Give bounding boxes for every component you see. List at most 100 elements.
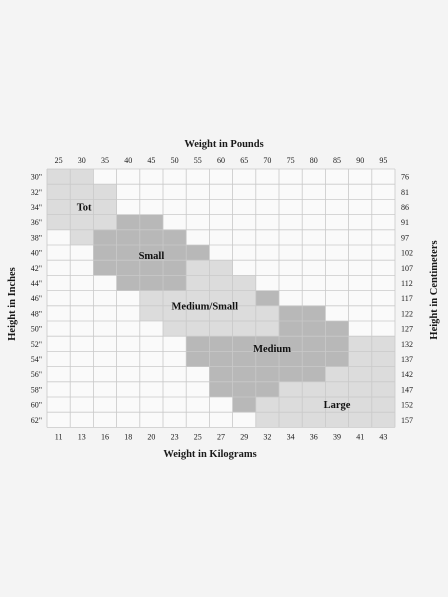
size-cell-medium [255, 351, 279, 367]
size-cell-medium-small [232, 321, 256, 337]
size-cell-medium-small [186, 275, 210, 291]
size-cell-medium [255, 336, 279, 352]
pound-tick-label: 30 [78, 156, 86, 165]
left-axis-title: Height in Inches [7, 267, 18, 341]
inch-tick-label: 46" [31, 294, 42, 303]
size-cell-large [348, 397, 372, 413]
kilogram-tick-label: 13 [78, 432, 86, 441]
size-cell-large [348, 351, 372, 367]
size-cell-large [302, 397, 326, 413]
size-cell-large [255, 397, 279, 413]
size-cell-large [348, 412, 372, 428]
size-cell-small [139, 275, 163, 291]
right-axis-title: Height in Centimeters [429, 240, 440, 339]
size-cell-large [348, 366, 372, 382]
size-cell-medium [232, 351, 256, 367]
pound-tick-label: 75 [287, 156, 295, 165]
size-cell-large [371, 351, 395, 367]
size-cell-medium-small [163, 305, 187, 321]
size-cell-medium [279, 305, 303, 321]
size-cell-large [325, 366, 349, 382]
size-label-tot: Tot [77, 203, 92, 214]
pound-tick-label: 50 [171, 156, 179, 165]
size-cell-medium-small [209, 290, 233, 306]
size-cell-small [93, 260, 117, 276]
size-cell-tot [70, 184, 94, 200]
size-cell-medium [232, 366, 256, 382]
kilogram-tick-label: 32 [263, 432, 271, 441]
centimeter-tick-label: 76 [401, 173, 409, 182]
inch-tick-label: 40" [31, 249, 42, 258]
size-cell-medium [325, 321, 349, 337]
size-cell-medium-small [186, 290, 210, 306]
size-cell-large [302, 381, 326, 397]
pound-tick-label: 95 [379, 156, 387, 165]
size-cell-tot [47, 169, 71, 185]
size-cell-medium [186, 351, 210, 367]
size-cell-medium [302, 305, 326, 321]
centimeter-tick-label: 81 [401, 188, 409, 197]
size-cell-medium-small [209, 305, 233, 321]
size-label-medium-small: Medium/Small [172, 301, 239, 312]
kilogram-tick-label: 43 [379, 432, 387, 441]
size-cell-medium-small [255, 321, 279, 337]
size-cell-medium-small [232, 290, 256, 306]
size-cell-small [139, 245, 163, 261]
size-labels: Tot Small Medium/Small Medium Large [77, 203, 351, 412]
size-cell-medium-small [232, 275, 256, 291]
size-cell-small [186, 245, 210, 261]
top-axis-title: Weight in Pounds [184, 139, 263, 150]
size-cell-tot [93, 184, 117, 200]
size-cell-medium [232, 397, 256, 413]
size-cell-tot [93, 199, 117, 215]
pound-tick-label: 40 [124, 156, 132, 165]
size-cell-medium [302, 351, 326, 367]
size-cell-small [116, 214, 140, 230]
pound-tick-label: 85 [333, 156, 341, 165]
kilogram-tick-label: 25 [194, 432, 202, 441]
inch-tick-label: 50" [31, 325, 42, 334]
size-cell-small [93, 229, 117, 245]
size-cell-large [279, 412, 303, 428]
size-cell-large [348, 381, 372, 397]
size-label-large: Large [324, 400, 351, 411]
size-cell-small [116, 245, 140, 261]
size-cell-medium [209, 381, 233, 397]
inch-tick-label: 48" [31, 309, 42, 318]
bottom-axis-title: Weight in Kilograms [163, 449, 256, 460]
inch-tick-label: 34" [31, 203, 42, 212]
inch-tick-label: 62" [31, 416, 42, 425]
size-cell-medium [209, 336, 233, 352]
kilogram-tick-label: 18 [124, 432, 132, 441]
kilogram-tick-label: 27 [217, 432, 225, 441]
kilogram-tick-label: 16 [101, 432, 109, 441]
size-cell-medium [302, 366, 326, 382]
pound-tick-label: 45 [147, 156, 155, 165]
size-cell-medium [209, 351, 233, 367]
kilogram-tick-label: 41 [356, 432, 364, 441]
size-cell-large [371, 366, 395, 382]
size-cell-tot [70, 169, 94, 185]
inch-tick-label: 60" [31, 401, 42, 410]
kilogram-tick-label: 23 [171, 432, 179, 441]
pound-tick-label: 55 [194, 156, 202, 165]
kilogram-tick-label: 20 [147, 432, 155, 441]
size-cell-tot [93, 214, 117, 230]
size-cell-large [302, 412, 326, 428]
centimeter-tick-label: 147 [401, 385, 413, 394]
centimeter-tick-label: 132 [401, 340, 413, 349]
inch-tick-label: 30" [31, 173, 42, 182]
kilogram-tick-label: 39 [333, 432, 341, 441]
size-cell-medium-small [186, 321, 210, 337]
kilogram-tick-label: 11 [55, 432, 63, 441]
size-cell-large [371, 412, 395, 428]
pound-tick-label: 35 [101, 156, 109, 165]
centimeter-tick-label: 157 [401, 416, 413, 425]
size-cell-medium-small [139, 290, 163, 306]
pound-tick-label: 90 [356, 156, 364, 165]
centimeter-tick-label: 107 [401, 264, 413, 273]
size-cell-large [255, 412, 279, 428]
inch-tick-label: 54" [31, 355, 42, 364]
